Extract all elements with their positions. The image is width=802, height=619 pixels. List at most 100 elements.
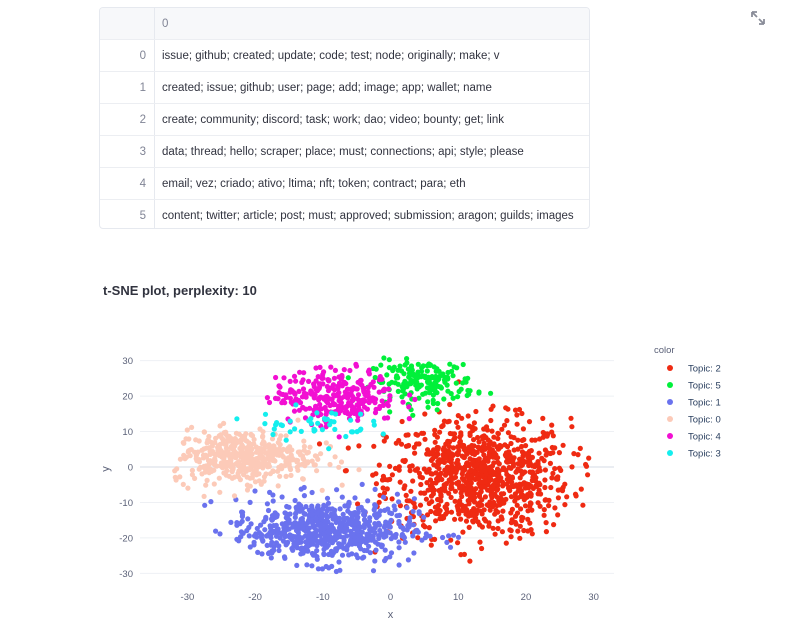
scatter-point [409, 367, 415, 373]
scatter-point [440, 447, 446, 453]
scatter-point [569, 464, 575, 470]
scatter-point [477, 502, 483, 508]
scatter-point [541, 512, 547, 518]
scatter-point [369, 526, 375, 532]
scatter-point [415, 432, 421, 438]
scatter-point [405, 522, 411, 529]
scatter-point [477, 539, 483, 545]
scatter-point [537, 503, 543, 509]
scatter-point [324, 495, 331, 501]
scatter-point [491, 499, 497, 505]
scatter-point [275, 483, 281, 489]
legend-item-label[interactable]: Topic: 0 [688, 415, 721, 426]
scatter-point [495, 435, 501, 442]
scatter-point [465, 498, 471, 504]
scatter-point [275, 468, 281, 474]
legend-marker[interactable] [667, 399, 673, 405]
scatter-point [380, 485, 386, 491]
scatter-point [347, 411, 353, 417]
legend-marker[interactable] [667, 416, 673, 422]
scatter-point [471, 437, 477, 443]
scatter-point [430, 392, 436, 398]
scatter-point [184, 427, 190, 433]
scatter-point [251, 533, 258, 539]
row-keywords[interactable]: content; twitter; article; post; must; a… [162, 209, 574, 222]
row-keywords[interactable]: email; vez; criado; ativo; ltima; nft; t… [154, 167, 589, 200]
scatter-point [276, 547, 282, 554]
scatter-point [295, 523, 301, 530]
scatter-point [465, 510, 471, 516]
scatter-point [344, 386, 351, 392]
scatter-point [351, 534, 357, 540]
scatter-point [377, 527, 383, 534]
scatter-point [509, 517, 515, 523]
scatter-point [255, 549, 261, 555]
scatter-point [276, 464, 282, 470]
scatter-point [490, 403, 496, 409]
scatter-point [362, 509, 368, 515]
legend-marker[interactable] [667, 433, 673, 439]
scatter-point [437, 508, 443, 514]
scatter-point [207, 466, 213, 472]
scatter-point [380, 473, 386, 479]
scatter-point [345, 520, 351, 526]
scatter-point [403, 492, 409, 498]
scatter-point [240, 463, 246, 469]
row-keywords[interactable]: data; thread; hello; scraper; place; mus… [154, 135, 589, 168]
legend-marker[interactable] [667, 450, 673, 456]
scatter-point [322, 417, 329, 423]
legend-item-label[interactable]: Topic: 4 [688, 432, 721, 443]
expand-icon[interactable] [748, 8, 768, 28]
legend-item-label[interactable]: Topic: 3 [688, 449, 721, 460]
legend-item-label[interactable]: Topic: 2 [688, 364, 721, 375]
scatter-point [359, 400, 366, 407]
scatter-point [455, 424, 461, 430]
legend-marker[interactable] [667, 365, 673, 371]
scatter-point [296, 388, 302, 394]
tsne-scatter-chart[interactable]: 30 20 10 0 -10 -20 -30 -30 -20 -10 0 10 20 30 y x co… [0, 330, 802, 619]
scatter-point [180, 440, 186, 446]
scatter-point [189, 424, 195, 430]
scatter-point [403, 432, 409, 438]
scatter-point [327, 461, 333, 468]
scatter-point [412, 396, 418, 403]
row-keywords[interactable]: issue; github; created; update; code; te… [154, 39, 589, 72]
scatter-point [364, 547, 370, 554]
scatter-point [289, 545, 295, 552]
scatter-point [542, 467, 549, 473]
scatter-point [422, 436, 428, 442]
scatter-point [294, 545, 300, 551]
row-keywords[interactable]: created; issue; github; user; page; add;… [154, 71, 589, 104]
scatter-point [351, 405, 357, 411]
legend-item-label[interactable]: Topic: 1 [688, 398, 721, 409]
scatter-point [310, 522, 316, 528]
scatter-point [452, 469, 458, 475]
scatter-point [425, 404, 431, 410]
scatter-point [262, 411, 269, 417]
row-keywords[interactable]: create; community; discord; task; work; … [154, 103, 589, 136]
scatter-point [462, 503, 468, 509]
scatter-point [396, 539, 402, 545]
y-tick-label: 10 [122, 427, 133, 438]
scatter-point [295, 530, 301, 536]
column-header[interactable]: 0 [154, 8, 589, 40]
scatter-point [487, 507, 493, 513]
scatter-point [372, 539, 378, 545]
scatter-point [428, 542, 434, 548]
scatter-point [516, 406, 523, 413]
scatter-point [518, 488, 525, 494]
scatter-point [552, 505, 558, 511]
scatter-point [324, 508, 330, 514]
legend-item-label[interactable]: Topic: 5 [688, 381, 721, 392]
scatter-point [217, 423, 223, 429]
scatter-point [471, 512, 477, 518]
legend-marker[interactable] [667, 382, 673, 388]
scatter-point [489, 463, 496, 469]
scatter-point [481, 452, 487, 458]
scatter-point [279, 400, 285, 406]
scatter-point [555, 476, 561, 482]
scatter-point [463, 518, 470, 524]
scatter-point [519, 462, 526, 468]
scatter-point [316, 385, 322, 392]
scatter-point [297, 452, 304, 458]
